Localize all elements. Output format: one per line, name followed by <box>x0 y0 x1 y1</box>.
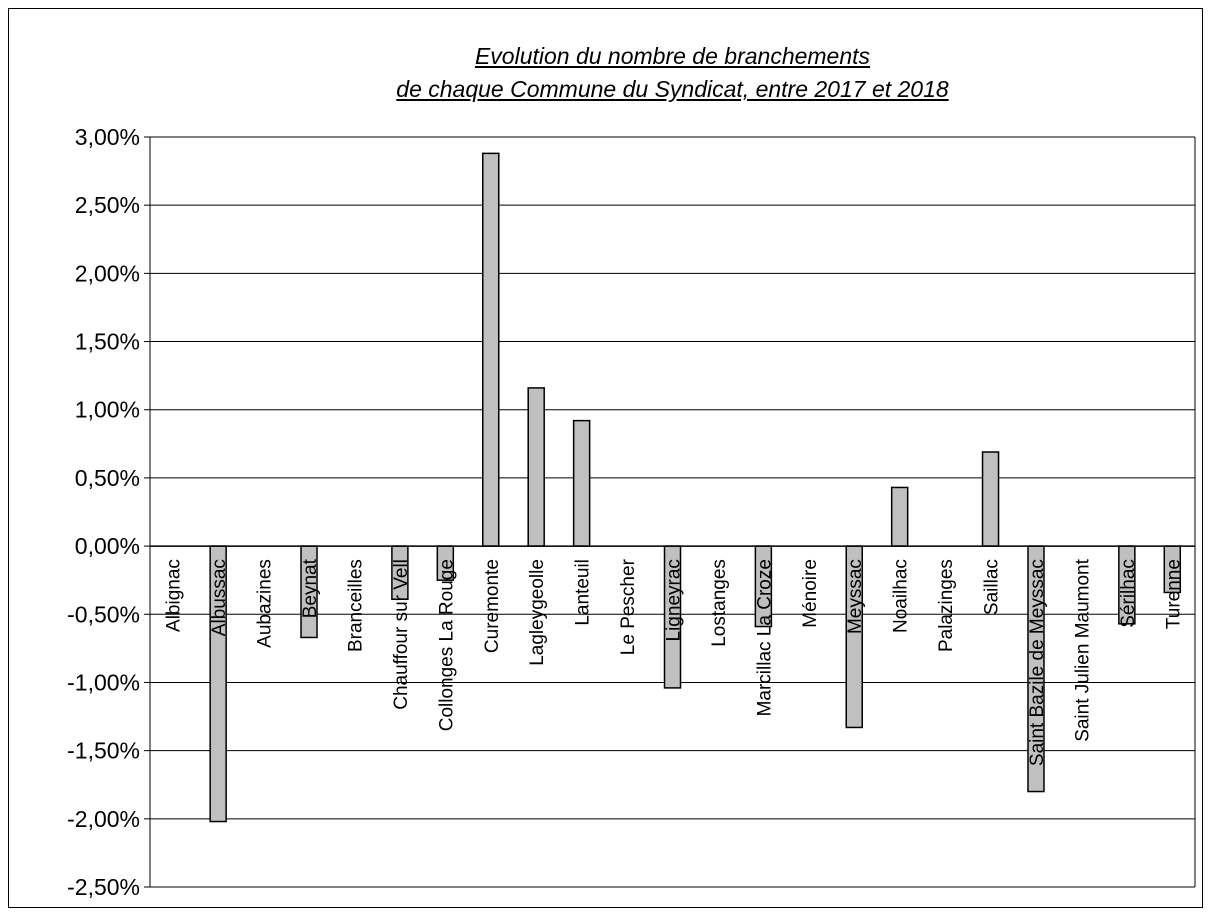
x-category-label: Albignac <box>164 559 185 632</box>
x-category-label: Ménoire <box>800 559 821 628</box>
y-tick-label: 3,00% <box>75 124 140 150</box>
x-category-label: Albussac <box>209 559 230 636</box>
chart-title-line-2: de chaque Commune du Syndicat, entre 201… <box>396 76 949 102</box>
x-category-label: Beynat <box>300 558 321 618</box>
y-tick-label: 1,50% <box>75 329 140 355</box>
x-category-label: Marcillac La Croze <box>754 559 775 716</box>
chart-frame <box>8 8 1203 908</box>
x-category-label: Curemonte <box>482 559 503 653</box>
y-tick-label: 1,00% <box>75 397 140 423</box>
bar <box>890 486 909 547</box>
y-tick-label: 2,00% <box>75 260 140 286</box>
x-category-label: Ligneyrac <box>664 559 685 641</box>
x-category-label: Sérilhac <box>1118 559 1139 628</box>
x-category-label: Lanteuil <box>573 559 594 626</box>
y-tick-label: -1,00% <box>67 669 140 695</box>
bar <box>572 419 591 547</box>
x-category-label: Saint Julien Maumont <box>1072 558 1093 741</box>
x-category-label: Chauffour sur Vell <box>391 559 412 710</box>
y-tick-label: 0,00% <box>75 533 140 559</box>
y-tick-label: -2,00% <box>67 806 140 832</box>
x-category-label: Palazinges <box>936 559 957 652</box>
y-tick-label: -0,50% <box>67 601 140 627</box>
x-category-label: Lagleygeolle <box>527 559 548 666</box>
x-category-label: Meyssac <box>845 559 866 634</box>
x-category-label: Turenne <box>1163 559 1184 629</box>
chart-title-line-1: Evolution du nombre de branchements <box>474 43 871 69</box>
bar <box>981 451 1000 547</box>
bar <box>527 387 545 547</box>
y-tick-label: 2,50% <box>75 192 140 218</box>
x-category-label: Le Pescher <box>618 558 639 655</box>
x-category-label: Branceilles <box>345 559 366 652</box>
y-tick-label: -1,50% <box>67 738 140 764</box>
x-category-label: Saint Bazile de Meyssac <box>1027 559 1048 766</box>
x-category-label: Noailhac <box>891 559 912 633</box>
x-category-label: Saillac <box>982 559 1003 615</box>
y-tick-label: 0,50% <box>75 465 140 491</box>
x-category-label: Aubazines <box>255 559 276 648</box>
x-category-label: Collonges La Rouge <box>436 559 457 731</box>
y-tick-label: -2,50% <box>67 874 140 900</box>
x-category-label: Lostanges <box>709 559 730 647</box>
bar <box>482 152 500 547</box>
